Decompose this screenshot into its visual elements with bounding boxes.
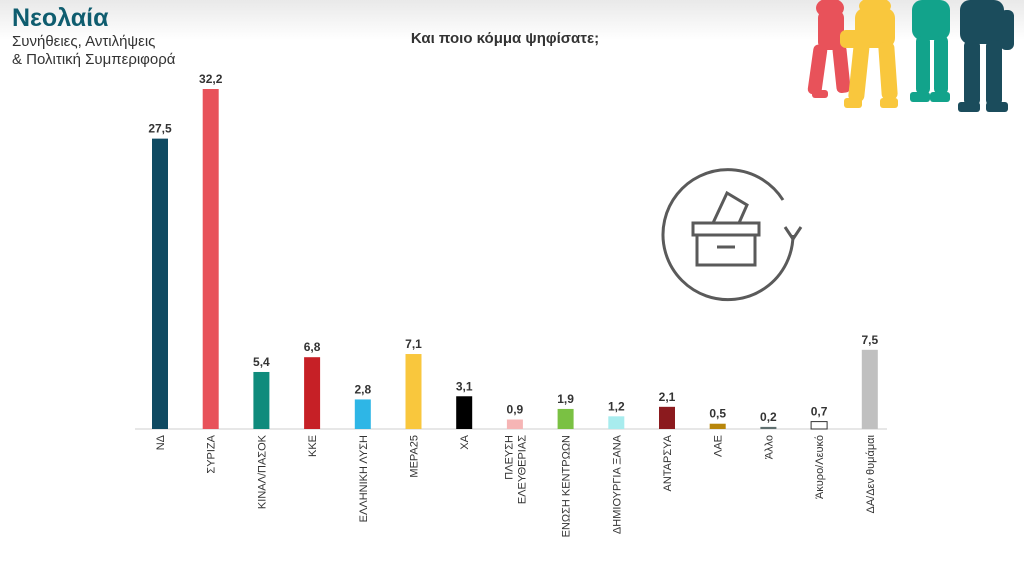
category-label: ΑΝΤΑΡΣΥΑ (662, 434, 674, 491)
bar (861, 349, 878, 429)
bar-value-label: 0,7 (811, 405, 828, 419)
bar-value-label: 1,2 (608, 399, 625, 413)
bar (456, 396, 473, 429)
category-label: ΜΕΡΑ25 (409, 435, 421, 478)
category-label: Άκυρο/Λευκό (814, 435, 826, 499)
bar (709, 423, 726, 429)
young-people-silhouettes-illustration (807, 0, 1014, 112)
category-label: ΠΛΕΥΣΗΕΛΕΥΘΕΡΙΑΣ (503, 435, 528, 504)
bar (354, 399, 371, 429)
category-label: ΕΝΩΣΗ ΚΕΝΤΡΩΩΝ (561, 435, 573, 537)
bar (557, 408, 574, 429)
category-label: ΕΛΛΗΝΙΚΗ ΛΥΣΗ (358, 435, 370, 522)
bar-value-label: 32,2 (199, 72, 223, 86)
bars-group: 27,5 ΝΔ 32,2 ΣΥΡΙΖΑ 5,4 ΚΙΝΑΛ/ΠΑΣΟΚ 6,8 ΚΚΕ 2,8 Ε… (148, 72, 878, 537)
subtitle-line-2: & Πολιτική Συμπεριφορά (12, 51, 176, 68)
subtitle-line-1: Συνήθειες, Αντιλήψεις (12, 33, 156, 50)
bar (405, 354, 422, 429)
ballot-box-icon (661, 168, 803, 302)
bar-value-label: 5,4 (253, 355, 270, 369)
category-label: ΔΗΜΙΟΥΡΓΙΑ ΞΑΝΑ (611, 434, 623, 534)
category-label: ΚΙΝΑΛ/ΠΑΣΟΚ (256, 434, 268, 509)
category-label: ΛΑΕ (713, 435, 725, 457)
bar-value-label: 2,8 (354, 382, 371, 396)
bar (506, 419, 523, 429)
bar-value-label: 7,5 (861, 333, 878, 347)
bar-value-label: 27,5 (148, 122, 172, 136)
bar (202, 89, 219, 429)
category-label: ΚΚΕ (307, 435, 319, 457)
bar (659, 406, 675, 429)
bar (608, 416, 625, 429)
bar (152, 138, 168, 430)
bar-value-label: 0,5 (709, 407, 726, 421)
page-subtitle: Συνήθειες, Αντιλήψεις & Πολιτική Συμπερι… (12, 33, 232, 69)
category-label: ΔΑ/Δεν θυμάμαι (865, 434, 877, 513)
category-label: ΣΥΡΙΖΑ (206, 434, 218, 473)
page-title: Νεολαία (12, 4, 109, 32)
bar-value-label: 0,2 (760, 410, 777, 424)
bar (810, 421, 828, 430)
bar-value-label: 7,1 (405, 337, 422, 351)
chart-question: Και ποιο κόμμα ψηφίσατε; (410, 30, 600, 47)
category-label: Άλλο (763, 435, 775, 459)
bar (304, 357, 321, 429)
bar-value-label: 3,1 (456, 379, 473, 393)
bar-value-label: 6,8 (304, 340, 321, 354)
bar-value-label: 1,9 (557, 392, 574, 406)
category-label: ΧΑ (459, 434, 471, 449)
bar-value-label: 2,1 (659, 390, 676, 404)
bar (253, 371, 270, 429)
bar-value-label: 0,9 (507, 402, 524, 416)
bar (760, 426, 777, 429)
category-label: ΝΔ (155, 434, 167, 450)
